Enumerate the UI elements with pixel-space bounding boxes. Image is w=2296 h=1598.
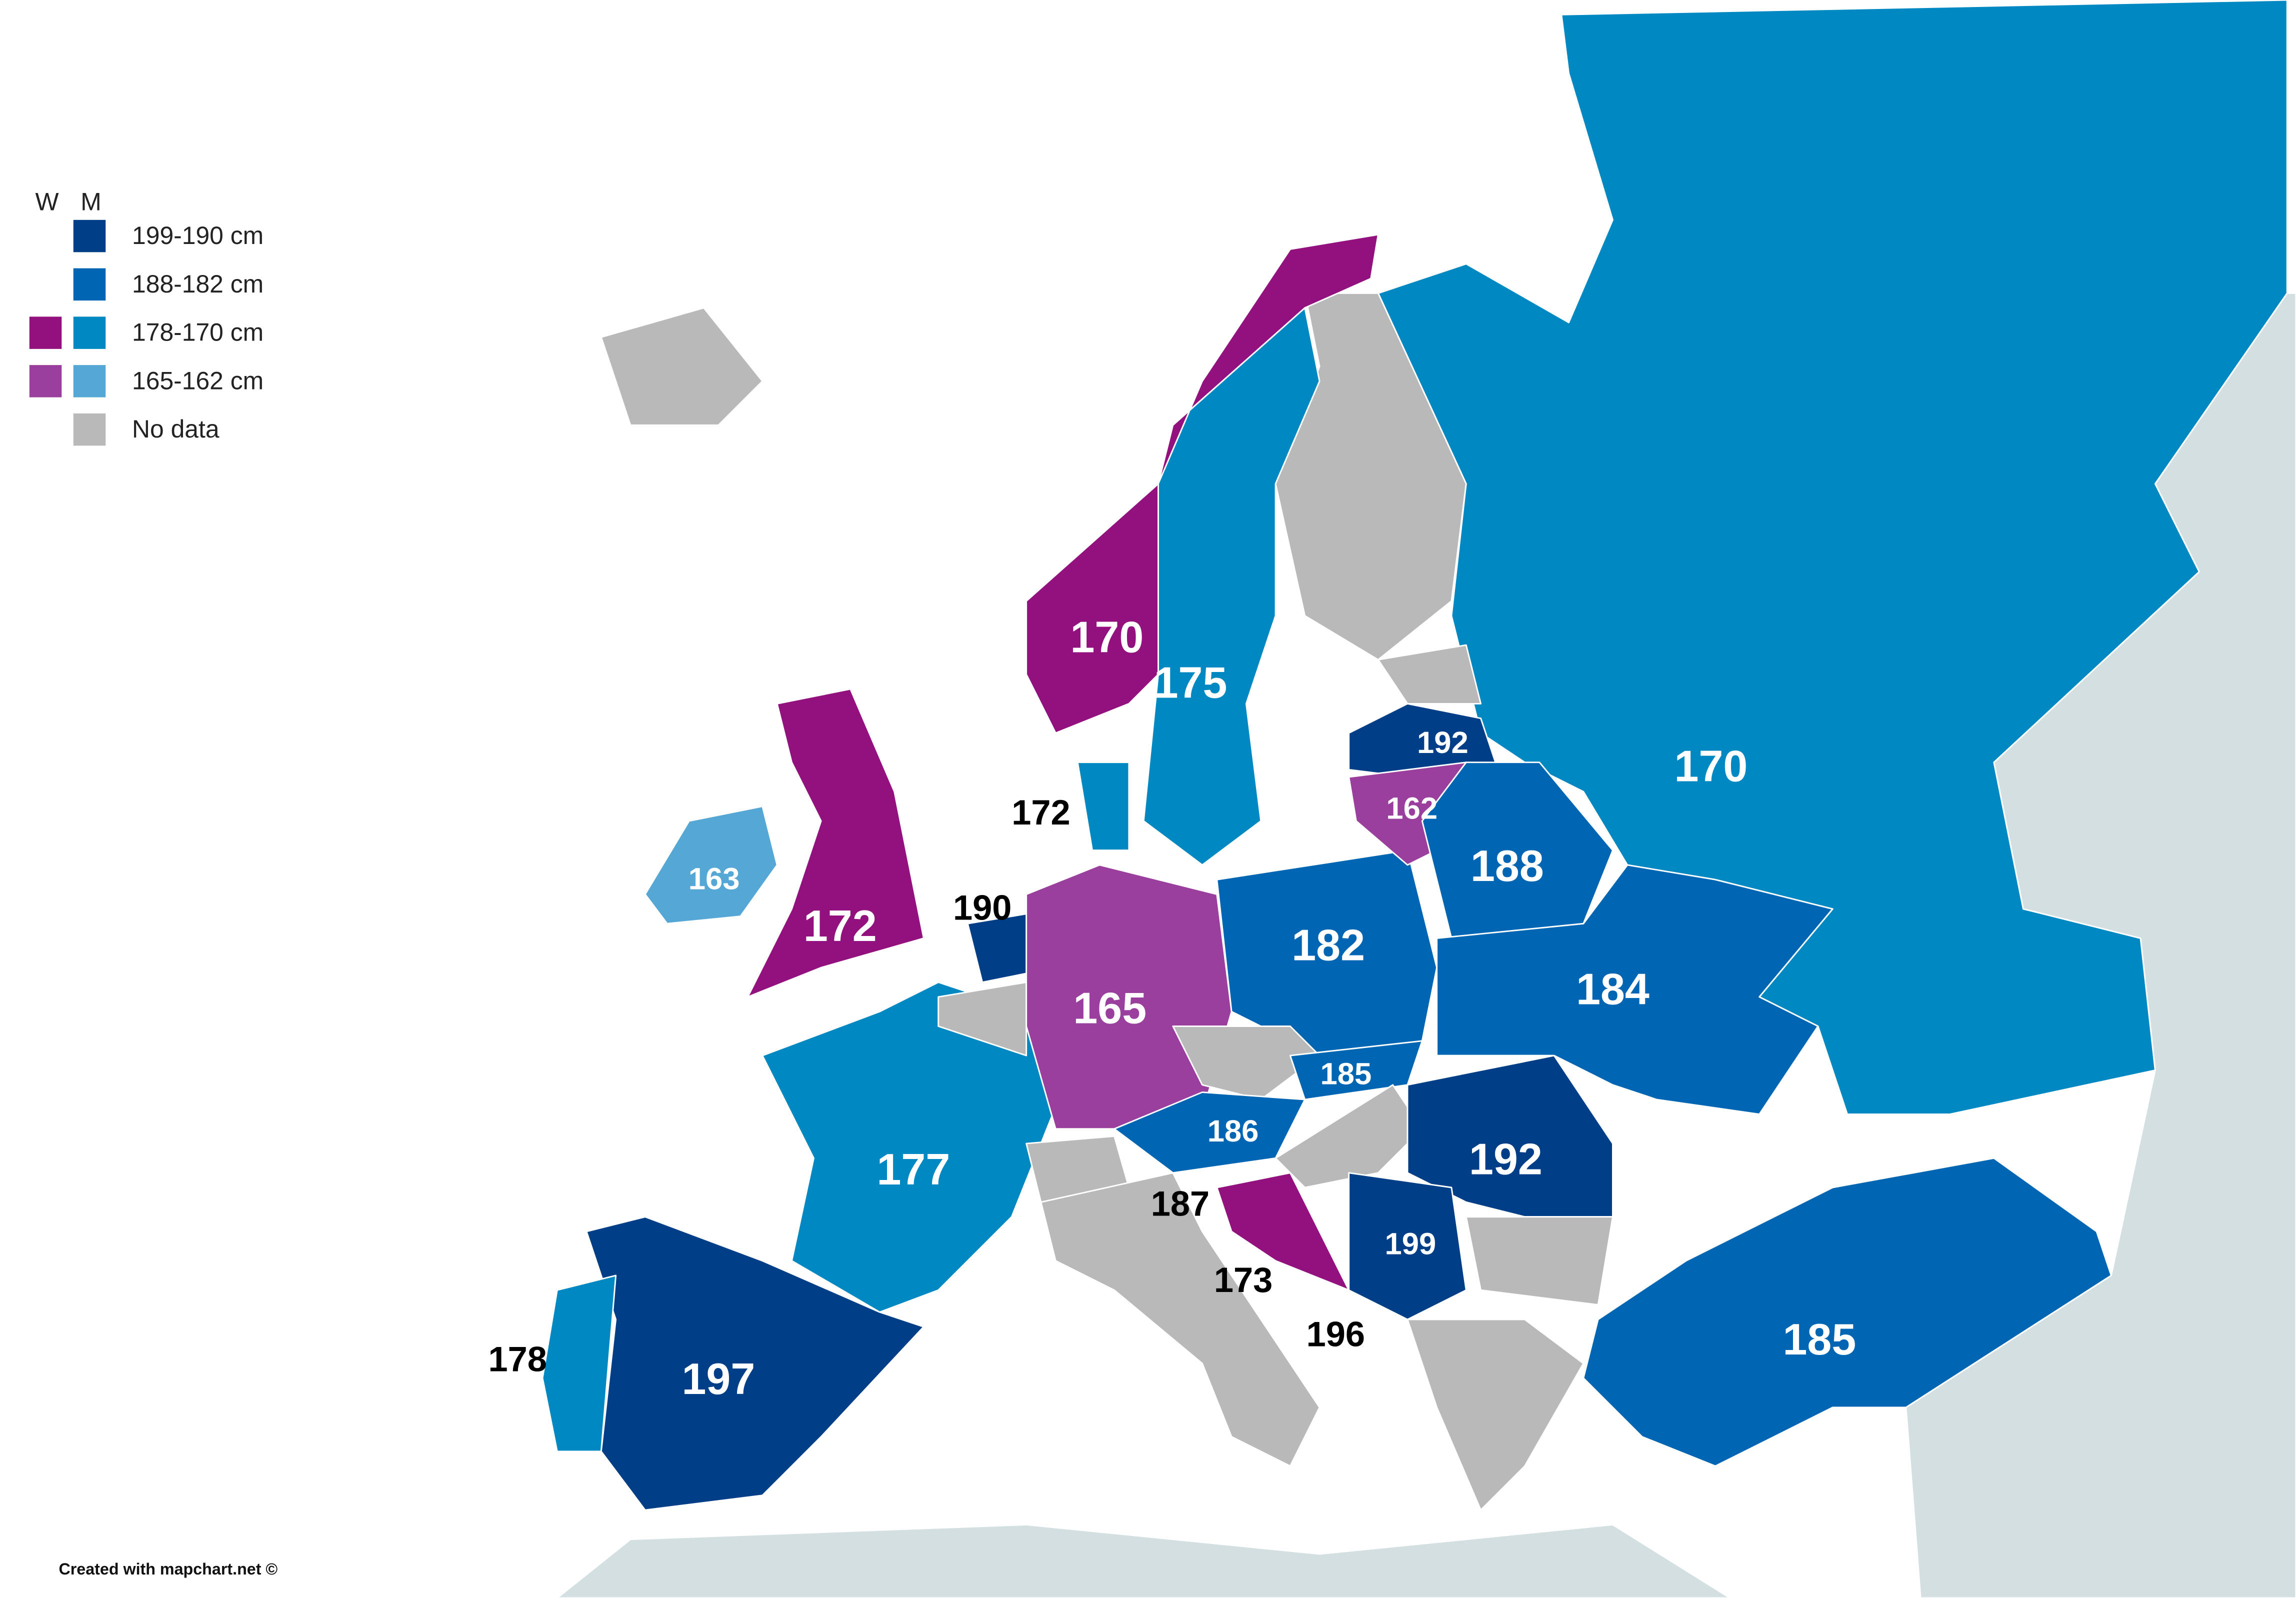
legend-swatch [29,316,62,349]
country-label: 172 [1012,792,1070,832]
country-label: 178 [488,1340,546,1379]
country-labels: 170 175 192 170 162 188 172 163 172 190 … [488,612,1856,1404]
legend-swatch [73,268,106,301]
country-label: 190 [953,888,1012,927]
bulgaria [1465,1216,1614,1306]
legend: W M 199-190 cm 188-182 cm 178-170 cm 165… [29,188,264,446]
legend-label: 178-170 cm [132,318,264,346]
country-label: 175 [1154,658,1228,707]
uk [747,688,924,998]
country-label: 170 [1070,612,1144,662]
country-label: 192 [1469,1134,1542,1184]
country-label: 162 [1386,792,1438,826]
belarus [1421,762,1614,940]
sweden [1142,307,1320,866]
belgium [938,982,1028,1056]
hungary [1274,1084,1423,1188]
country-label: 196 [1306,1314,1365,1354]
country-label: 185 [1320,1056,1372,1091]
austria [1114,1091,1306,1174]
norway [1026,234,1379,734]
legend-swatch [29,365,62,398]
country-label: 184 [1576,964,1650,1014]
estonia [1377,644,1482,704]
legend-label: 199-190 cm [132,222,264,250]
legend-swatch [73,316,106,349]
legend-swatch [73,220,106,252]
country-label: 172 [804,901,877,950]
serbia [1348,1172,1467,1320]
country-label: 197 [682,1354,756,1404]
legend-label: 188-182 cm [132,270,264,298]
country-label: 188 [1470,841,1544,890]
france [762,982,1072,1313]
africa [556,1524,1731,1598]
country-label: 163 [688,862,740,896]
greece [1406,1318,1584,1511]
country-label: 185 [1783,1314,1856,1364]
legend-label: No data [132,415,220,443]
country-label: 192 [1417,726,1468,760]
portugal [542,1274,617,1452]
denmark [1076,762,1130,852]
ireland [644,806,778,924]
country-label: 165 [1073,983,1146,1032]
legend-header: W [35,188,58,216]
iceland [600,307,764,426]
croatia [1216,1172,1350,1291]
country-label: 173 [1214,1260,1272,1300]
country-label: 199 [1384,1227,1436,1262]
ukraine [1436,864,1834,1115]
italy [1040,1172,1320,1467]
country-label: 182 [1292,920,1365,970]
legend-swatch [73,365,106,398]
legend-swatch [73,413,106,446]
country-label: 170 [1674,742,1748,791]
spain [586,1216,924,1511]
czechia [1172,1026,1320,1100]
country-label: 177 [876,1144,950,1194]
turkey [1582,1157,2112,1467]
legend-header: M [80,188,102,216]
credit: Created with mapchart.net © [58,1560,278,1578]
country-label: 186 [1208,1114,1259,1148]
country-label: 187 [1151,1184,1210,1224]
legend-label: 165-162 cm [132,366,264,394]
land [542,0,2296,1598]
